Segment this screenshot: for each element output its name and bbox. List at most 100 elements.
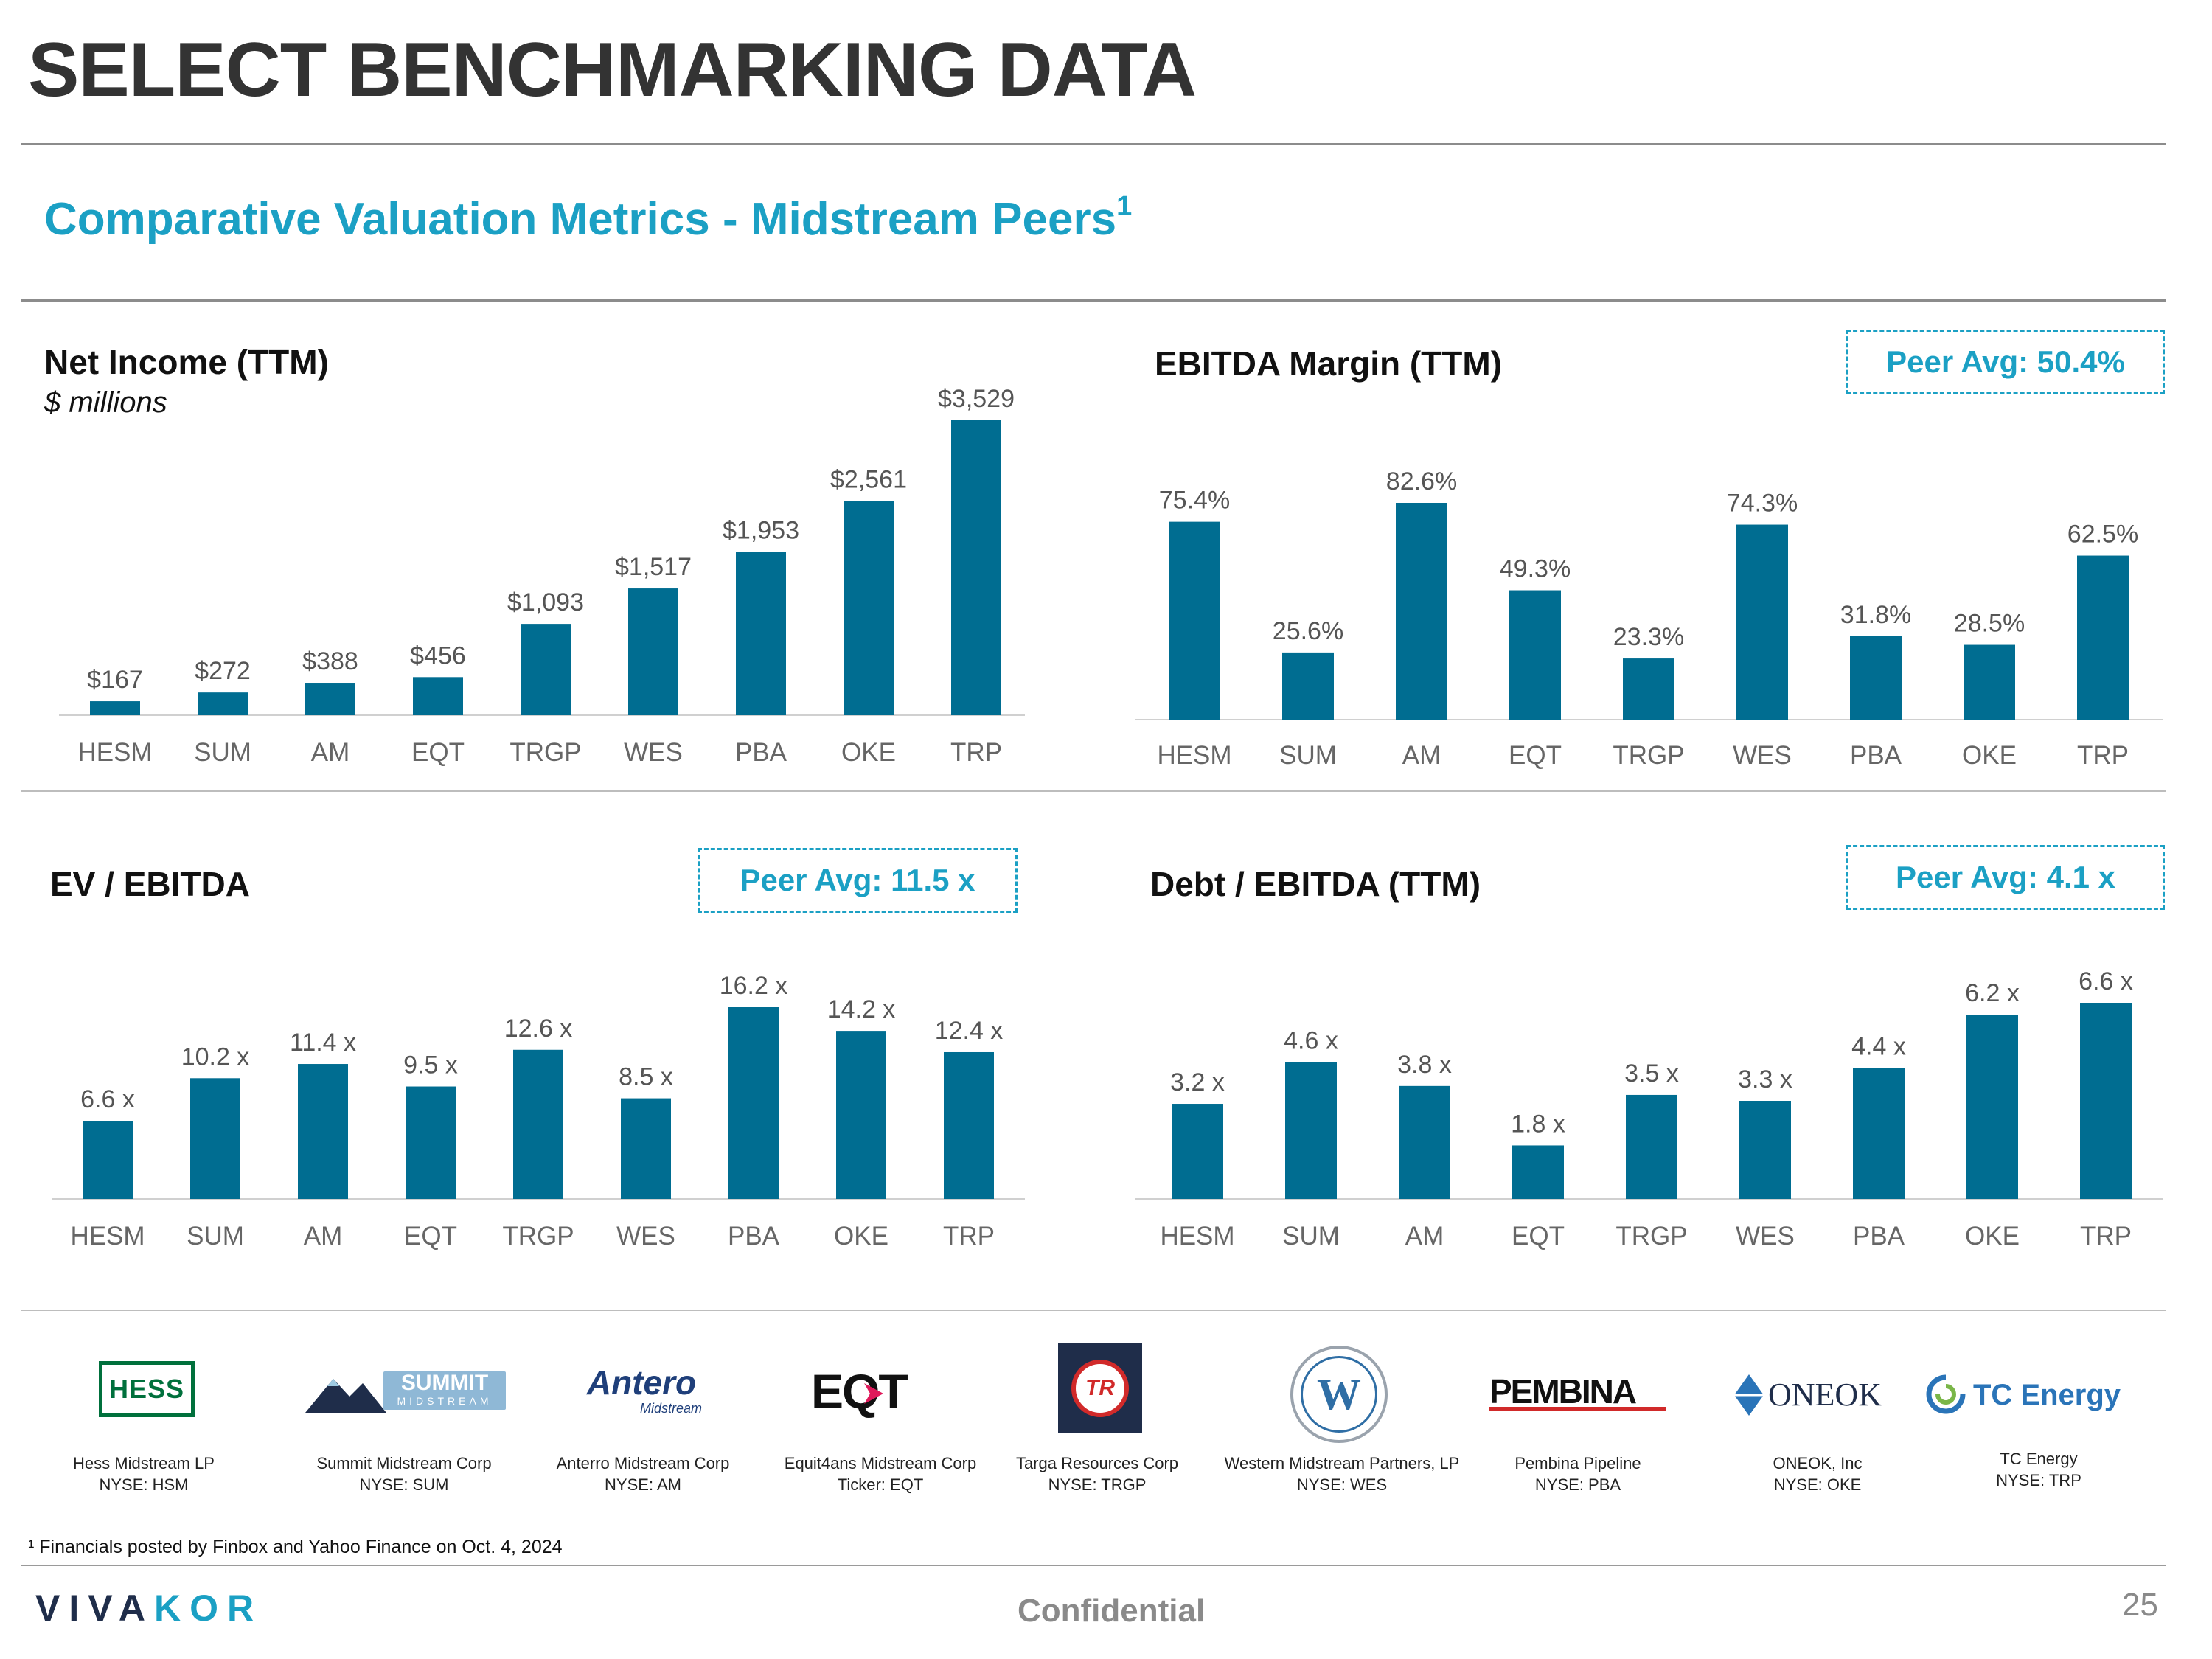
debt-ebitda-category-label: AM: [1405, 1222, 1444, 1251]
debt-ebitda-data-label: 6.2 x: [1965, 979, 2020, 1007]
net-income-data-label: $3,529: [938, 385, 1015, 413]
antero-caption: Anterro Midstream Corp NYSE: AM: [556, 1454, 730, 1494]
ebitda-margin-bar-trgp: [1623, 658, 1674, 720]
targa-caption: Targa Resources Corp NYSE: TRGP: [1015, 1454, 1179, 1494]
mid-divider: [21, 790, 2166, 792]
debt-ebitda-category-label: OKE: [1965, 1222, 2020, 1251]
net-income-category-label: AM: [311, 738, 350, 767]
ebitda-margin-data-label: 31.8%: [1840, 601, 1911, 629]
western-logo: W: [1290, 1346, 1388, 1443]
ebitda-margin-category-label: PBA: [1850, 741, 1902, 770]
ebitda-margin-data-label: 23.3%: [1613, 623, 1684, 651]
tc-energy-icon: [1926, 1374, 1966, 1414]
ebitda-margin-category-label: AM: [1402, 741, 1441, 770]
ev-ebitda-bar-pba: [728, 1007, 779, 1199]
net-income-bar-trp: [951, 420, 1001, 715]
ebitda-margin-data-label: 28.5%: [1954, 610, 2025, 638]
ev-ebitda-data-label: 12.6 x: [504, 1015, 573, 1043]
ebitda-margin-chart: 75.4% HESM 25.6% SUM 82.6% AM 49.3% EQT 23.3% TRG…: [1135, 467, 2163, 770]
debt-ebitda-data-label: 1.8 x: [1511, 1110, 1565, 1138]
net-income-bar-sum: [198, 692, 248, 715]
ev-ebitda-category-label: TRP: [943, 1222, 995, 1251]
mountain-icon: [305, 1379, 386, 1413]
subtitle-divider: [21, 299, 2166, 302]
net-income-category-label: OKE: [841, 738, 896, 767]
net-income-bar-pba: [736, 552, 786, 715]
ev-ebitda-data-label: 14.2 x: [827, 995, 896, 1023]
net-income-bar-am: [305, 683, 355, 715]
ebitda-margin-data-label: 62.5%: [2067, 521, 2138, 549]
ebitda-margin-data-label: 75.4%: [1159, 487, 1230, 515]
net-income-data-label: $456: [410, 641, 466, 669]
ebitda-margin-bar-sum: [1282, 652, 1334, 720]
net-income-chart: $167 HESM $272 SUM $388 AM $456 EQT $1,093 TRGP $1…: [59, 385, 1025, 767]
net-income-bar-oke: [844, 501, 894, 715]
net-income-category-label: EQT: [411, 738, 465, 767]
ev-ebitda-data-label: 6.6 x: [80, 1085, 135, 1113]
debt-ebitda-bar-eqt: [1512, 1145, 1564, 1199]
ebitda-margin-bar-pba: [1850, 636, 1902, 720]
ev-ebitda-bar-am: [298, 1064, 348, 1199]
debt-ebitda-title: Debt / EBITDA (TTM): [1150, 865, 1481, 903]
net-income-data-label: $272: [195, 657, 251, 685]
ev-ebitda-category-label: HESM: [70, 1222, 145, 1251]
footnote: ¹ Financials posted by Finbox and Yahoo …: [28, 1537, 563, 1557]
ev-ebitda-category-label: PBA: [728, 1222, 780, 1251]
ev-ebitda-peer-avg: Peer Avg: 11.5 x: [698, 848, 1018, 913]
ev-ebitda-category-label: EQT: [404, 1222, 457, 1251]
debt-ebitda-category-label: SUM: [1282, 1222, 1340, 1251]
oneok-logo: ONEOK: [1734, 1373, 1882, 1417]
header-divider: [21, 143, 2166, 145]
tc-energy-logo: TC Energy: [1924, 1373, 2131, 1417]
debt-ebitda-peer-avg: Peer Avg: 4.1 x: [1846, 845, 2165, 910]
ebitda-margin-bar-oke: [1964, 644, 2015, 720]
net-income-category-label: PBA: [735, 738, 787, 767]
targa-logo: TR: [1058, 1343, 1142, 1433]
net-income-data-label: $1,093: [507, 588, 584, 616]
debt-ebitda-bar-sum: [1285, 1062, 1337, 1199]
net-income-bar-hesm: [90, 701, 140, 715]
debt-ebitda-bar-hesm: [1172, 1104, 1223, 1199]
oneok-caption: ONEOK, Inc NYSE: OKE: [1773, 1454, 1863, 1494]
ev-ebitda-title: EV / EBITDA: [50, 865, 250, 903]
logos-divider: [21, 1310, 2166, 1311]
net-income-data-label: $2,561: [830, 466, 907, 494]
ev-ebitda-data-label: 10.2 x: [181, 1043, 250, 1071]
debt-ebitda-bar-trp: [2080, 1003, 2132, 1199]
ebitda-margin-category-label: HESM: [1157, 741, 1231, 770]
debt-ebitda-bar-wes: [1739, 1101, 1791, 1199]
ebitda-margin-peer-avg: Peer Avg: 50.4%: [1846, 330, 2165, 394]
net-income-data-label: $388: [302, 647, 358, 675]
debt-ebitda-category-label: HESM: [1160, 1222, 1234, 1251]
vivakor-logo: VIVAKOR: [35, 1587, 263, 1629]
net-income-data-label: $167: [87, 666, 143, 694]
ebitda-margin-category-label: SUM: [1279, 741, 1337, 770]
page-title: SELECT BENCHMARKING DATA: [28, 27, 1197, 113]
ebitda-margin-category-label: WES: [1733, 741, 1792, 770]
ev-ebitda-bar-sum: [190, 1078, 240, 1199]
net-income-bar-trgp: [521, 624, 571, 715]
eqt-caption: Equit4ans Midstream Corp Ticker: EQT: [784, 1454, 977, 1494]
net-income-data-label: $1,953: [723, 517, 799, 545]
section-subtitle: Comparative Valuation Metrics - Midstrea…: [44, 191, 1133, 245]
ev-ebitda-data-label: 12.4 x: [935, 1017, 1004, 1045]
ev-ebitda-category-label: WES: [616, 1222, 675, 1251]
ev-ebitda-category-label: SUM: [187, 1222, 244, 1251]
ebitda-margin-data-label: 82.6%: [1386, 467, 1457, 495]
debt-ebitda-category-label: TRGP: [1615, 1222, 1687, 1251]
summit-caption: Summit Midstream Corp NYSE: SUM: [316, 1454, 492, 1494]
pembina-caption: Pembina Pipeline NYSE: PBA: [1514, 1454, 1641, 1494]
debt-ebitda-bar-oke: [1966, 1015, 2018, 1199]
tc-energy-caption: TC Energy NYSE: TRP: [1996, 1450, 2081, 1489]
debt-ebitda-data-label: 4.6 x: [1284, 1027, 1338, 1055]
ev-ebitda-bar-trp: [944, 1051, 994, 1199]
ebitda-margin-category-label: EQT: [1509, 741, 1562, 770]
ev-ebitda-category-label: AM: [304, 1222, 343, 1251]
ebitda-margin-bar-am: [1396, 503, 1447, 720]
ebitda-margin-category-label: OKE: [1962, 741, 2017, 770]
ebitda-margin-bar-trp: [2077, 555, 2129, 720]
debt-ebitda-bar-am: [1399, 1085, 1450, 1199]
debt-ebitda-bar-pba: [1853, 1068, 1905, 1199]
ev-ebitda-bar-hesm: [83, 1121, 133, 1199]
net-income-title: Net Income (TTM): [44, 343, 329, 381]
